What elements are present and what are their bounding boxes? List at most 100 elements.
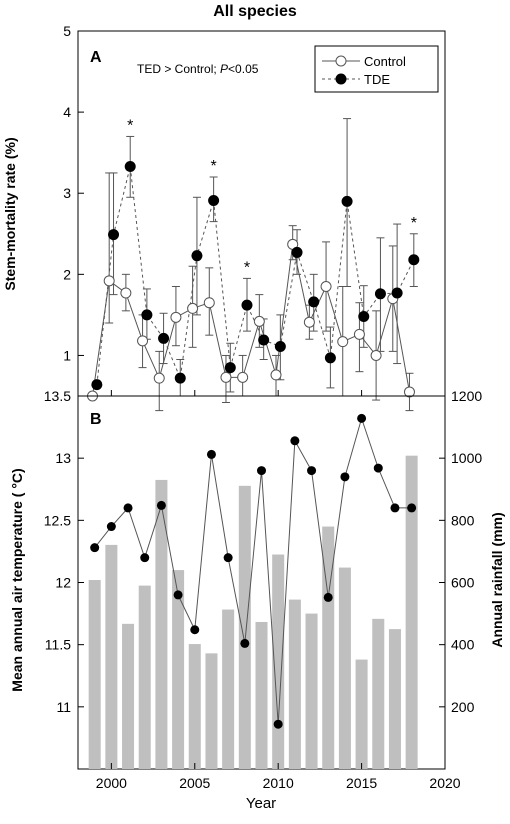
legend-tde-marker — [335, 73, 347, 85]
panel-a-annotation: TED > Control; P<0.05 — [137, 62, 259, 76]
y-tick-label: 11 — [56, 699, 71, 715]
control-point — [270, 369, 282, 381]
temperature-point — [240, 638, 250, 648]
control-point — [220, 371, 232, 383]
panel-b: B 11 11.5 12 12.5 13 13.5 200 400 600 800 1000 120… — [9, 388, 505, 770]
rainfall-bar — [88, 580, 101, 769]
significance-star: * — [211, 158, 217, 175]
y2-tick-label: 800 — [451, 512, 475, 528]
x-tick-label: 2020 — [429, 775, 460, 791]
y2-tick-label: 600 — [451, 575, 475, 591]
tde-point — [141, 309, 153, 321]
y-tick-label: 5 — [63, 23, 71, 39]
panel-b-y2-label: Annual rainfall (mm) — [489, 512, 505, 647]
tde-point — [208, 195, 220, 207]
panel-b-rainfall-axis: 200 400 600 800 1000 1200 — [439, 388, 482, 715]
y-tick-label: 2 — [63, 266, 71, 282]
legend-box — [314, 45, 439, 93]
y-tick-label: 13.5 — [44, 388, 71, 404]
rainfall-bar — [172, 570, 185, 769]
temperature-point — [223, 553, 233, 563]
x-tick-label: 2000 — [96, 775, 127, 791]
x-tick-label: 2015 — [346, 775, 377, 791]
temperature-point — [140, 553, 150, 563]
control-point — [120, 287, 132, 299]
legend-control-marker — [335, 55, 347, 67]
annotation-p: P — [220, 62, 228, 76]
tde-point — [408, 254, 420, 266]
temperature-point — [123, 503, 133, 513]
rainfall-bar — [388, 629, 401, 769]
temperature-point — [273, 719, 283, 729]
y2-tick-label: 200 — [451, 699, 475, 715]
temperature-point — [90, 543, 100, 553]
panel-a: A TED > Control; P<0.05 Control TDE 1 2 3 4… — [2, 23, 446, 412]
control-point — [237, 371, 249, 383]
rainfall-bar — [322, 526, 335, 769]
panel-b-letter: B — [90, 411, 102, 428]
temperature-point — [407, 503, 417, 513]
panel-a-y-label: Stem-mortality rate (%) — [2, 137, 18, 290]
tde-point — [374, 288, 386, 300]
control-point — [353, 328, 365, 340]
tde-point — [324, 352, 336, 364]
temperature-point — [106, 522, 116, 532]
panel-a-letter: A — [90, 49, 102, 66]
legend-tde-label: TDE — [364, 72, 390, 87]
rainfall-bar — [222, 609, 235, 769]
y-tick-label: 1 — [63, 347, 71, 363]
y-tick-label: 3 — [63, 185, 71, 201]
control-point — [320, 281, 332, 292]
rainfall-bar — [338, 567, 351, 769]
control-point — [403, 386, 415, 398]
temperature-point — [257, 466, 266, 476]
temperature-point — [156, 500, 166, 510]
tde-point — [391, 287, 403, 299]
x-axis: 2000 2005 2010 2015 2020 — [96, 390, 461, 791]
rainfall-bar — [122, 623, 135, 769]
x-tick-label: 2005 — [179, 775, 210, 791]
tde-point — [258, 334, 270, 346]
rainfall-bar — [255, 621, 268, 769]
tde-point — [241, 299, 253, 311]
tde-line — [96, 166, 415, 385]
rainfall-bar — [105, 544, 118, 769]
tde-point — [308, 296, 320, 308]
rainfall-bar — [138, 585, 151, 769]
y-tick-label: 12 — [55, 575, 71, 591]
annotation-prefix: TED > Control; — [137, 62, 220, 76]
y-tick-label: 11.5 — [45, 637, 71, 653]
rainfall-bar — [405, 455, 418, 769]
rainfall-bar — [272, 554, 285, 769]
temperature-point — [206, 449, 216, 459]
rainfall-bar — [155, 479, 168, 769]
rainfall-bar — [372, 618, 385, 769]
tde-point — [291, 246, 303, 258]
rainfall-bar — [355, 659, 368, 769]
panel-b-y-label: Mean annual air temperature ( °C) — [9, 468, 25, 691]
rainfall-bar — [288, 599, 301, 769]
x-tick-label: 2010 — [263, 775, 294, 791]
rainfall-bar — [205, 653, 218, 769]
x-axis-label: Year — [246, 795, 276, 812]
panel-b-temperature-axis: 11 11.5 12 12.5 13 13.5 — [44, 388, 84, 715]
rainfall-bars — [88, 455, 418, 769]
control-point — [170, 311, 182, 323]
y2-tick-label: 1000 — [451, 450, 482, 466]
temperature-point — [173, 590, 183, 600]
control-point — [253, 315, 265, 327]
temperature-point — [390, 503, 400, 513]
tde-point — [341, 195, 353, 207]
significance-star: * — [244, 259, 250, 276]
temperature-point — [340, 472, 350, 482]
tde-point — [124, 160, 136, 172]
control-point — [337, 336, 349, 348]
rainfall-bar — [188, 644, 201, 769]
temperature-point — [290, 436, 300, 446]
control-point — [203, 297, 215, 309]
y2-tick-label: 400 — [451, 637, 475, 653]
tde-point — [274, 341, 286, 353]
temperature-point — [373, 463, 383, 473]
temperature-point — [323, 592, 333, 602]
